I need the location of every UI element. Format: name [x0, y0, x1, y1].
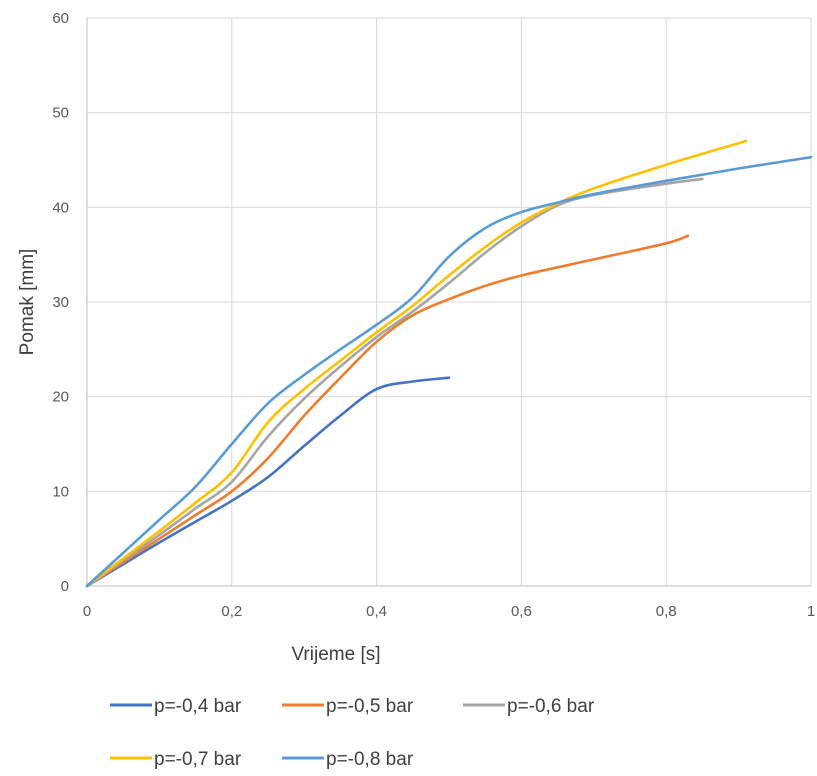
- legend: p=-0,4 bar p=-0,5 bar p=-0,6 bar p=-0,7 bar…: [110, 696, 595, 770]
- legend-label: p=-0,6 bar: [507, 696, 595, 717]
- legend-item: p=-0,7 bar: [110, 749, 242, 770]
- legend-label: p=-0,8 bar: [326, 749, 414, 770]
- legend-label: p=-0,7 bar: [154, 749, 242, 770]
- gridlines: [87, 17, 812, 586]
- legend-item: p=-0,8 bar: [282, 749, 414, 770]
- series-line-5: [85, 155, 813, 588]
- tick-labels: 0 10 20 30 40 50 60 0 0,2 0,4 0,6 0,8 1: [52, 10, 815, 620]
- x-tick-label: 0,4: [366, 603, 387, 620]
- y-tick-label: 0: [61, 578, 69, 595]
- x-tick-label: 0,2: [221, 603, 242, 620]
- y-tick-label: 50: [52, 105, 69, 122]
- x-tick-label: 1: [807, 603, 815, 620]
- legend-item: p=-0,6 bar: [463, 696, 595, 717]
- legend-label: p=-0,4 bar: [154, 696, 242, 717]
- series-lines: [85, 139, 813, 588]
- y-tick-label: 20: [52, 389, 69, 406]
- series-line-4: [85, 139, 748, 588]
- legend-label: p=-0,5 bar: [326, 696, 414, 717]
- x-tick-label: 0: [83, 603, 91, 620]
- x-axis-title: Vrijeme [s]: [291, 644, 380, 665]
- x-tick-label: 0,8: [656, 603, 677, 620]
- y-tick-label: 60: [52, 10, 69, 27]
- series-line-2: [85, 234, 690, 588]
- x-tick-label: 0,6: [511, 603, 532, 620]
- series-line-1: [85, 376, 451, 588]
- y-axis-title: Pomak [mm]: [17, 249, 38, 356]
- axes: [86, 18, 811, 587]
- y-tick-label: 40: [52, 199, 69, 216]
- y-tick-label: 10: [52, 483, 69, 500]
- y-tick-label: 30: [52, 294, 69, 311]
- legend-item: p=-0,4 bar: [110, 696, 242, 717]
- legend-item: p=-0,5 bar: [282, 696, 414, 717]
